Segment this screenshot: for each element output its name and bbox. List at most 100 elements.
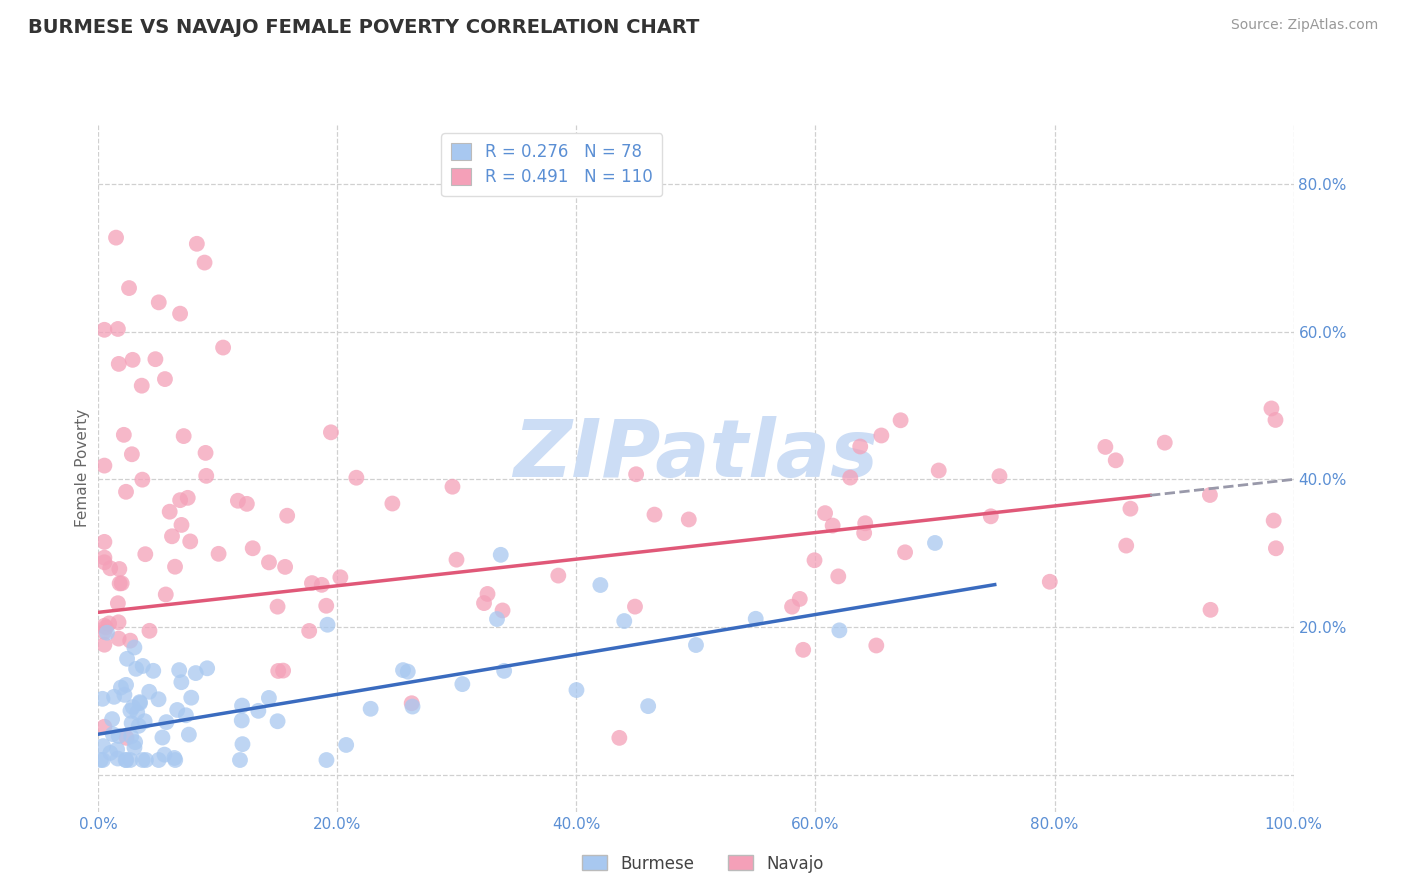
Point (186, 236, 208, 251)
Point (316, 617, 339, 632)
Point (257, 555, 280, 569)
Point (266, 714, 288, 729)
Point (131, 473, 153, 487)
Point (91, 753, 114, 767)
Point (1105, 453, 1128, 467)
Point (127, 706, 149, 720)
Point (613, 614, 636, 628)
Point (298, 624, 321, 638)
Point (451, 677, 474, 691)
Point (169, 307, 191, 321)
Point (839, 470, 862, 484)
Point (138, 624, 160, 638)
Text: BURMESE VS NAVAJO FEMALE POVERTY CORRELATION CHART: BURMESE VS NAVAJO FEMALE POVERTY CORRELA… (28, 18, 700, 37)
Point (1039, 574, 1062, 589)
Point (1094, 440, 1116, 454)
Point (446, 552, 468, 566)
Point (145, 352, 167, 367)
Point (924, 536, 946, 550)
Legend: Burmese, Navajo: Burmese, Navajo (575, 848, 831, 880)
Point (401, 699, 423, 714)
Point (643, 508, 665, 522)
Point (98, 746, 121, 760)
Point (108, 562, 131, 576)
Point (1264, 413, 1286, 427)
Point (1263, 514, 1285, 528)
Point (624, 467, 647, 482)
Point (177, 728, 200, 742)
Point (103, 690, 125, 704)
Point (494, 664, 516, 678)
Point (780, 599, 803, 614)
Point (169, 493, 191, 508)
Point (148, 692, 170, 706)
Point (685, 638, 707, 652)
Point (93, 638, 115, 652)
Point (107, 596, 129, 610)
Y-axis label: Female Poverty: Female Poverty (75, 409, 90, 527)
Point (134, 714, 156, 729)
Point (853, 516, 876, 531)
Point (115, 731, 138, 745)
Point (101, 712, 124, 726)
Point (988, 469, 1011, 483)
Point (114, 753, 136, 767)
Point (1264, 541, 1286, 556)
Point (170, 675, 193, 690)
Point (441, 480, 464, 494)
Point (344, 471, 367, 485)
Point (301, 576, 323, 591)
Point (122, 700, 145, 714)
Point (128, 695, 150, 709)
Point (107, 615, 129, 630)
Point (789, 591, 811, 606)
Point (93, 323, 115, 337)
Point (180, 690, 202, 705)
Point (120, 730, 142, 744)
Point (231, 714, 253, 728)
Point (489, 548, 512, 562)
Point (148, 295, 170, 310)
Point (392, 663, 415, 677)
Point (821, 518, 844, 533)
Point (128, 719, 150, 733)
Point (315, 753, 337, 767)
Point (1260, 401, 1282, 416)
Point (193, 255, 215, 269)
Point (107, 632, 129, 646)
Point (131, 659, 153, 673)
Point (547, 568, 569, 582)
Point (170, 517, 193, 532)
Point (589, 578, 612, 592)
Point (565, 683, 588, 698)
Point (159, 505, 181, 519)
Point (242, 541, 264, 556)
Point (849, 440, 872, 454)
Point (231, 698, 253, 713)
Point (1119, 501, 1142, 516)
Point (814, 506, 837, 520)
Point (491, 603, 513, 617)
Point (870, 428, 893, 442)
Point (93, 720, 115, 734)
Point (124, 735, 146, 749)
Point (266, 599, 288, 614)
Point (107, 729, 129, 743)
Point (118, 281, 141, 295)
Point (166, 703, 188, 717)
Point (194, 446, 217, 460)
Point (131, 753, 153, 767)
Point (120, 704, 142, 718)
Point (115, 678, 138, 692)
Point (165, 753, 187, 767)
Point (93, 534, 115, 549)
Point (115, 753, 138, 767)
Point (267, 664, 290, 678)
Point (91, 691, 114, 706)
Point (135, 753, 157, 767)
Point (257, 690, 280, 705)
Point (90, 753, 112, 767)
Point (928, 463, 950, 477)
Point (114, 688, 136, 702)
Point (174, 708, 197, 723)
